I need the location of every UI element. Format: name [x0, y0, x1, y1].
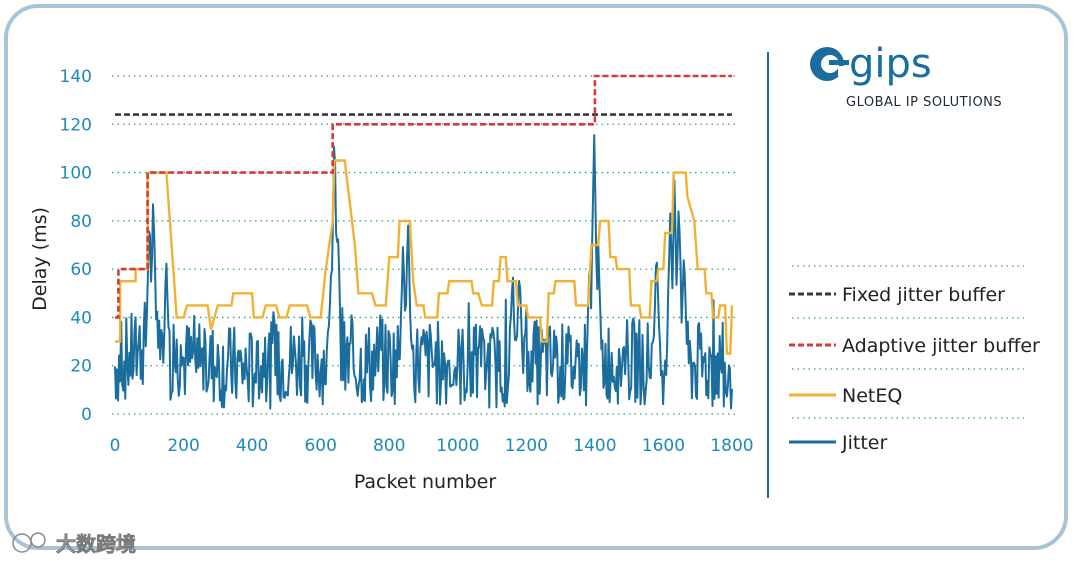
y-tick-label: 100	[60, 164, 92, 184]
brand-name: gips	[849, 41, 932, 87]
series-adaptive-jitter-buffer	[115, 74, 732, 319]
x-tick-label: 0	[110, 436, 121, 456]
x-tick-label: 1400	[573, 436, 616, 456]
legend-label: Adaptive jitter buffer	[842, 335, 1040, 357]
watermark-logo-icon	[12, 532, 46, 553]
x-axis-ticks: 0 200 400 600 800 1000 1200 1400 1600 1800	[110, 436, 754, 456]
legend-label: NetEQ	[842, 385, 902, 407]
x-tick-label: 400	[236, 436, 268, 456]
y-tick-label: 140	[60, 67, 92, 87]
x-tick-label: 1800	[710, 436, 753, 456]
y-tick-label: 120	[60, 115, 92, 135]
legend-label: Fixed jitter buffer	[842, 284, 1005, 306]
brand-tagline: GLOBAL IP SOLUTIONS	[846, 95, 1002, 110]
x-tick-label: 800	[373, 436, 405, 456]
y-tick-label: 40	[70, 308, 92, 328]
legend-label: Jitter	[841, 432, 887, 454]
series-layer	[114, 74, 734, 410]
x-tick-label: 200	[167, 436, 199, 456]
y-axis-ticks: 0 20 40 60 80 100 120 140	[60, 67, 92, 425]
gips-logo-mark-icon	[810, 47, 850, 81]
x-tick-label: 600	[304, 436, 336, 456]
series-neteq	[115, 159, 734, 355]
x-axis-label: Packet number	[354, 471, 497, 493]
y-axis-label: Delay (ms)	[29, 207, 51, 311]
y-tick-label: 0	[81, 405, 92, 425]
x-tick-label: 1200	[505, 436, 548, 456]
series-jitter	[114, 134, 733, 410]
watermark: 大数跨境	[56, 532, 136, 556]
legend: Fixed jitter buffer Adaptive jitter buffe…	[789, 265, 1040, 454]
y-tick-label: 60	[70, 260, 92, 280]
gips-logo: gips	[810, 41, 932, 87]
x-tick-label: 1000	[436, 436, 479, 456]
y-tick-label: 80	[70, 212, 92, 232]
chart-frame	[4, 4, 1068, 550]
y-tick-label: 20	[70, 357, 92, 377]
x-tick-label: 1600	[642, 436, 685, 456]
